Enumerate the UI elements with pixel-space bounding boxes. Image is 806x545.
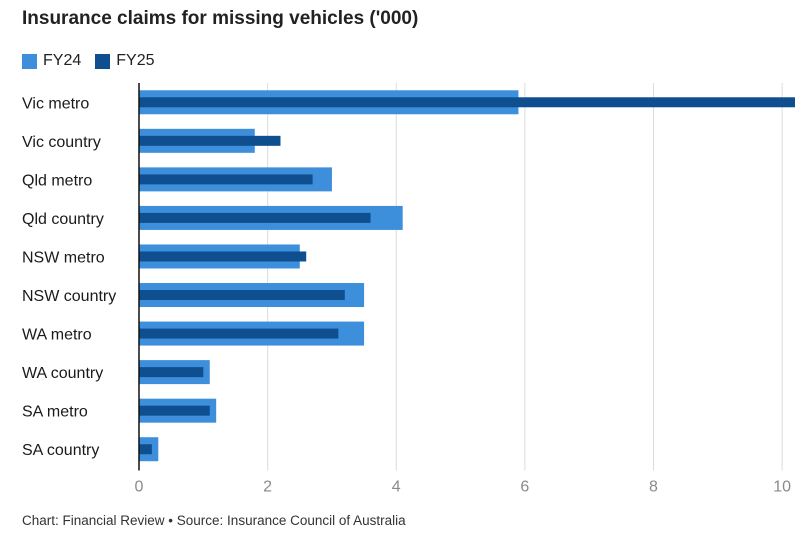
legend-item-fy24: FY24 [22, 52, 81, 70]
legend-label-fy25: FY25 [116, 52, 155, 69]
category-label-4: NSW metro [22, 249, 105, 266]
category-label-9: SA country [22, 442, 99, 459]
category-label-2: Qld metro [22, 172, 92, 189]
legend-item-fy25: FY25 [95, 52, 155, 70]
legend-label-fy24: FY24 [43, 52, 82, 69]
legend-swatch-fy25 [95, 53, 111, 69]
chart-title: Insurance claims for missing vehicles ('… [22, 8, 419, 29]
bar-fy25-0 [139, 97, 795, 108]
bar-fy25-5 [139, 290, 345, 301]
category-label-7: WA country [22, 365, 103, 382]
category-label-0: Vic metro [22, 95, 89, 112]
x-tick-label-6: 6 [520, 479, 529, 496]
category-label-3: Qld country [22, 211, 104, 228]
category-label-5: NSW country [22, 288, 116, 305]
bar-fy25-1 [139, 135, 281, 146]
bar-fy25-3 [139, 212, 371, 223]
category-label-8: SA metro [22, 404, 88, 421]
category-label-1: Vic country [22, 134, 101, 151]
legend: FY24 FY25 [22, 52, 169, 70]
bar-fy25-4 [139, 251, 307, 262]
bar-fy25-8 [139, 405, 210, 416]
bar-fy25-9 [139, 444, 152, 455]
x-tick-label-2: 2 [263, 479, 272, 496]
x-tick-label-4: 4 [392, 479, 401, 496]
legend-swatch-fy24 [22, 53, 37, 69]
bar-fy25-7 [139, 367, 204, 378]
category-label-6: WA metro [22, 327, 92, 344]
bar-fy25-2 [139, 174, 313, 185]
chart-source-footer: Chart: Financial Review • Source: Insura… [22, 513, 406, 528]
x-tick-label-8: 8 [649, 479, 658, 496]
x-tick-label-10: 10 [773, 479, 791, 496]
bar-fy25-6 [139, 328, 339, 339]
x-tick-label-0: 0 [135, 479, 144, 496]
